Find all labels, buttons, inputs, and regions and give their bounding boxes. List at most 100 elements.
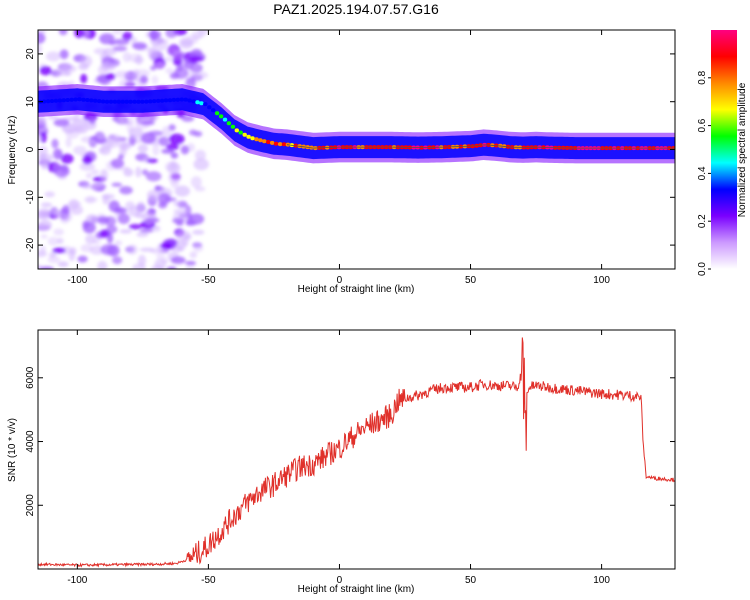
noise-blob [146, 158, 158, 164]
noise-blob [79, 162, 95, 171]
snr-frame [37, 329, 676, 570]
ridge-core [116, 99, 121, 104]
noise-blob [169, 72, 180, 80]
ridge-core [112, 99, 118, 104]
ridge-core [183, 97, 188, 102]
noise-blob [40, 234, 48, 239]
noise-blob [80, 55, 93, 68]
noise-blob [112, 46, 128, 52]
noise-blob [60, 153, 74, 164]
heatmap-x-tick-label: 100 [593, 275, 610, 286]
noise-blob [168, 133, 185, 145]
noise-blob [123, 168, 134, 177]
noise-blob [39, 66, 52, 76]
noise-blob [38, 219, 52, 231]
ridge-core [120, 99, 125, 104]
ridge-core [191, 99, 196, 104]
noise-blob [193, 242, 204, 253]
noise-blob [51, 138, 59, 149]
ridge-core [128, 99, 133, 104]
noise-blob [68, 198, 79, 210]
noise-blob [38, 153, 54, 162]
colorbar-ticks: 0.0 0.2 0.4 0.6 0.8 [697, 70, 711, 276]
noise-blob [132, 42, 148, 50]
ridge-core [57, 98, 63, 103]
heatmap-x-axis-label: Height of straight line (km) [298, 284, 415, 295]
noise-blob [38, 44, 43, 54]
heatmap-plot-area [38, 30, 675, 269]
noise-blob [190, 63, 203, 73]
heatmap-y-tick-label: 10 [25, 96, 36, 108]
noise-blob [136, 231, 149, 238]
noise-blob [152, 226, 161, 232]
ridge-core [144, 99, 149, 104]
snr-x-tick-label: 0 [337, 575, 343, 586]
noise-blob [154, 258, 167, 269]
noise-blob [102, 140, 113, 151]
noise-blob [132, 68, 140, 81]
noise-blob [121, 141, 128, 150]
noise-blob [173, 50, 183, 60]
ridge-core [218, 114, 224, 119]
noise-blob [185, 220, 197, 226]
noise-blob [119, 78, 134, 89]
ridge-core [152, 99, 157, 104]
noise-blob [108, 200, 120, 212]
noise-blob [185, 234, 192, 240]
ridge-core [230, 124, 236, 129]
noise-blob [62, 204, 70, 215]
figure-title: PAZ1.2025.194.07.57.G16 [273, 1, 439, 17]
noise-blob [137, 254, 147, 267]
noise-blob [185, 266, 196, 269]
snr-x-tick-label: -50 [201, 575, 216, 586]
noise-blob [112, 30, 123, 35]
noise-blob [69, 247, 77, 256]
noise-blob [149, 30, 158, 41]
ridge-core [132, 99, 137, 104]
noise-blob [97, 260, 108, 269]
noise-blob [89, 245, 105, 255]
noise-blob [174, 185, 191, 197]
noise-blob [58, 30, 68, 36]
noise-blob [98, 148, 106, 154]
noise-blob [53, 148, 63, 160]
noise-blob [82, 155, 93, 165]
noise-blob [152, 144, 160, 156]
noise-blob [110, 158, 125, 169]
ridge-core [61, 98, 66, 103]
noise-blob [157, 192, 171, 205]
noise-blob [189, 251, 198, 259]
noise-blob [158, 136, 169, 147]
noise-blob [62, 124, 78, 134]
noise-blob [40, 202, 53, 208]
noise-blob [136, 201, 145, 211]
noise-blob [180, 39, 193, 46]
noise-blob [173, 208, 188, 215]
noise-blob [112, 256, 123, 265]
noise-blob [83, 196, 98, 203]
noise-blob [140, 120, 155, 126]
noise-blob [193, 158, 209, 171]
colorbar-tick-label: 0.6 [697, 118, 708, 132]
ridge-core [207, 105, 212, 110]
noise-blob [89, 117, 96, 125]
ridge-core [124, 99, 129, 104]
noise-blob [38, 115, 47, 126]
ridge-core [104, 99, 110, 104]
colorbar-tick-label: 0.0 [697, 262, 708, 276]
ridge-core [140, 99, 145, 104]
ridge-core [108, 99, 114, 104]
noise-blob [100, 62, 116, 71]
noise-blob [111, 182, 123, 187]
heatmap-y-tick-label: -10 [25, 190, 36, 205]
ridge-core [226, 121, 232, 126]
noise-blobs [38, 30, 209, 269]
noise-blob [80, 244, 93, 253]
noise-blob [149, 248, 165, 254]
noise-blob [128, 223, 142, 230]
noise-blob [74, 30, 85, 39]
heatmap-y-ticks: -20 -10 0 10 20 [25, 48, 675, 252]
heatmap-y-tick-label: 20 [25, 48, 36, 60]
spectral-ridge [38, 84, 675, 164]
ridge-core [273, 141, 279, 146]
